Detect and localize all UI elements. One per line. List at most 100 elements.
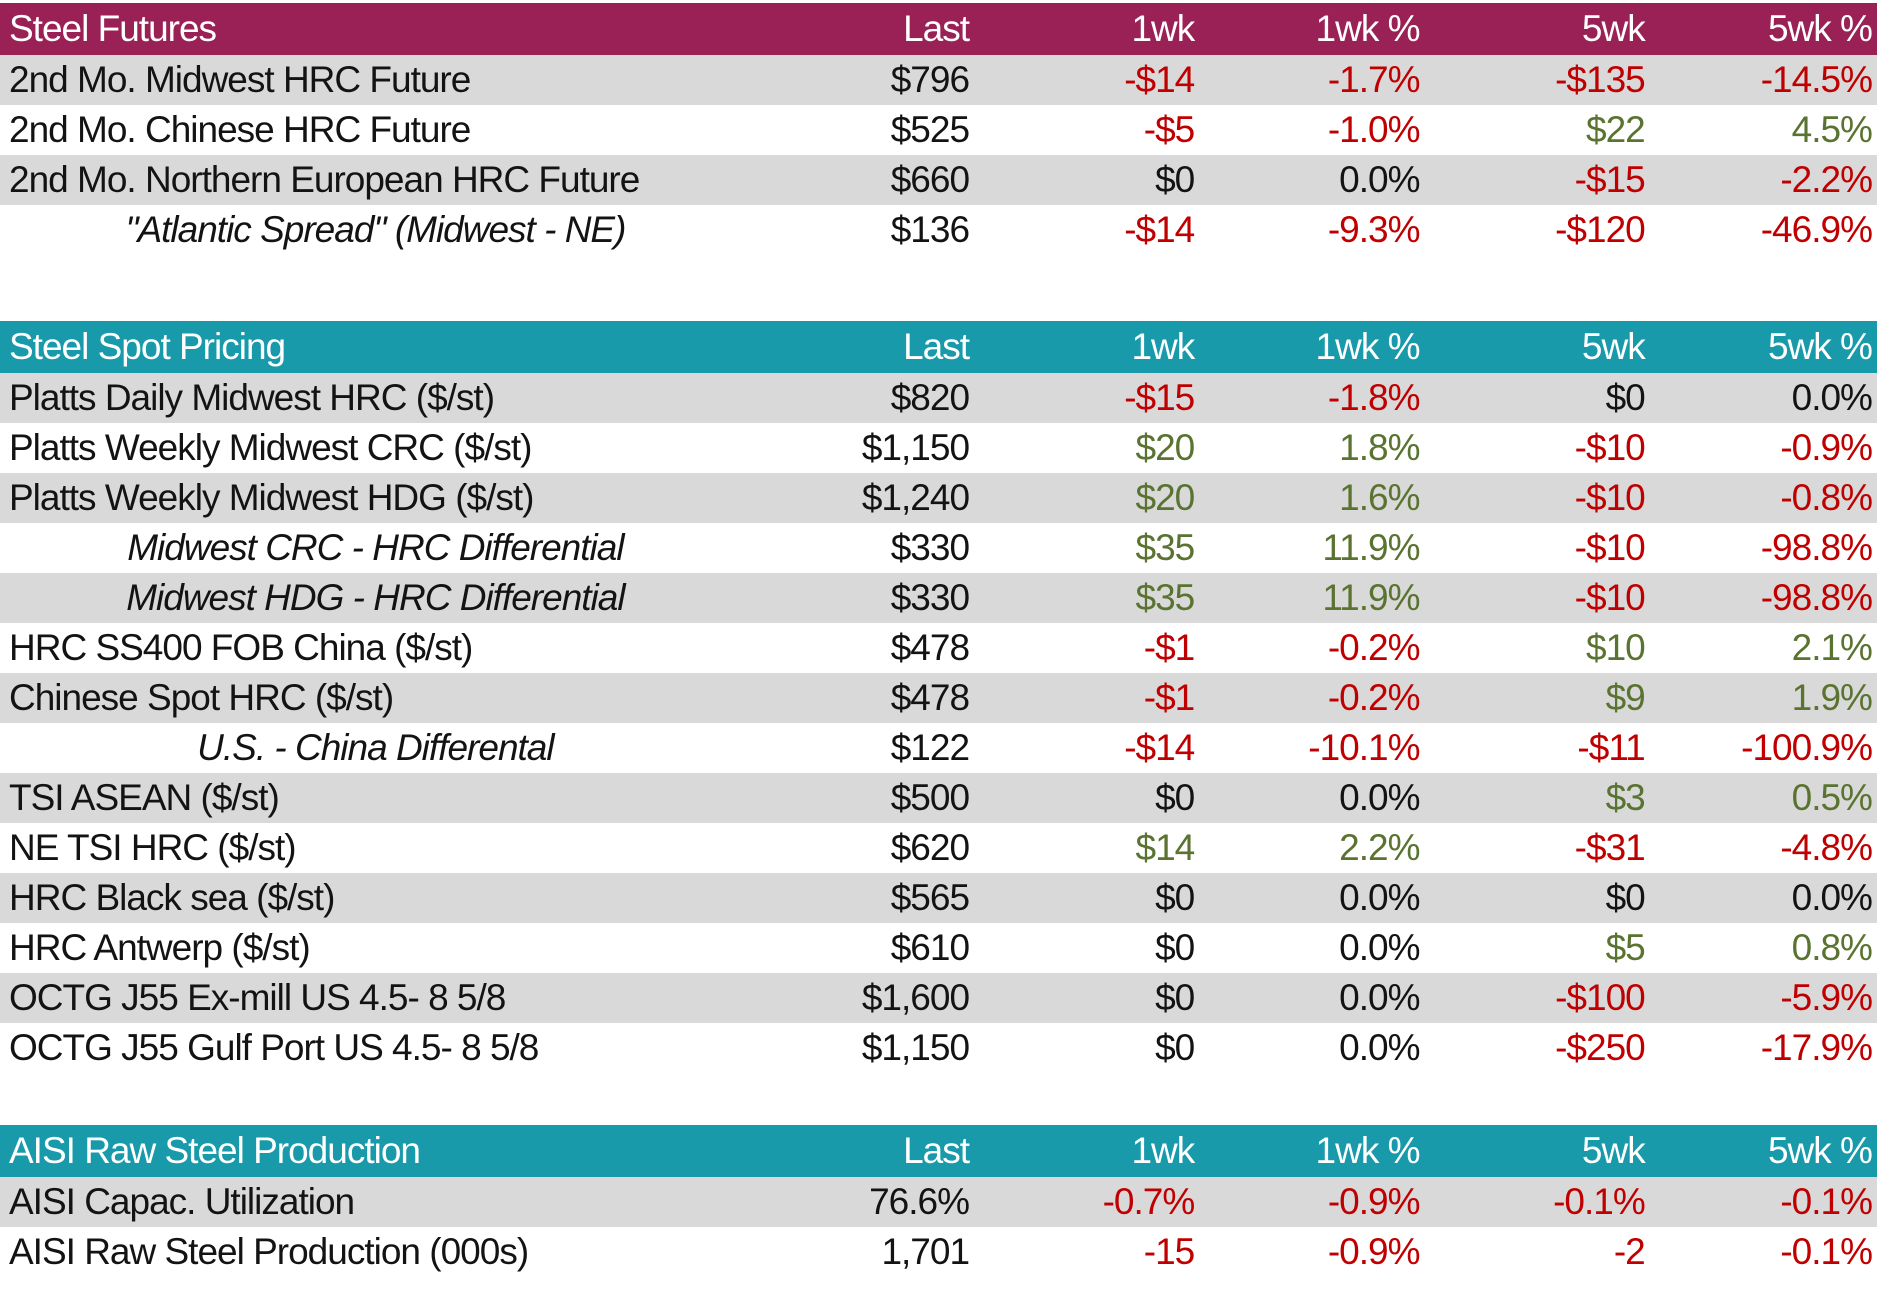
cell-last: $620 <box>890 827 970 868</box>
cell-1wk: -$5 <box>1143 109 1195 150</box>
cell-5wk: $5 <box>1605 927 1646 968</box>
cell-1wk-pct: 0.0% <box>1339 977 1420 1018</box>
column-header-1wk: 1wk <box>1131 1130 1195 1171</box>
cell-last: $660 <box>890 159 970 200</box>
table-row: Platts Weekly Midwest CRC ($/st) $1,150 $2… <box>0 423 1877 473</box>
row-label: 2nd Mo. Northern European HRC Future <box>9 159 640 200</box>
cell-5wk: $3 <box>1605 777 1646 818</box>
cell-1wk: $14 <box>1135 827 1196 868</box>
table-row: AISI Capac. Utilization 76.6% -0.7% -0.9% -0… <box>0 1177 1877 1227</box>
row-label: AISI Capac. Utilization <box>9 1181 355 1222</box>
cell-1wk: $35 <box>1135 527 1196 568</box>
cell-1wk: -$14 <box>1124 59 1195 100</box>
column-header-1wk-pct: 1wk % <box>1315 1130 1421 1171</box>
table-row: HRC Black sea ($/st) $565 $0 0.0% $0 0.0% <box>0 873 1877 923</box>
table-row: Platts Daily Midwest HRC ($/st) $820 -$15 -… <box>0 373 1877 423</box>
cell-last: $1,150 <box>861 427 970 468</box>
cell-5wk-pct: -98.8% <box>1760 527 1873 568</box>
row-label: Platts Daily Midwest HRC ($/st) <box>9 377 495 418</box>
section-steel-spot-pricing: Steel Spot Pricing Last 1wk 1wk % 5wk 5wk % Pl… <box>0 321 1877 1073</box>
section-title: Steel Spot Pricing <box>9 326 286 367</box>
cell-5wk: -$120 <box>1555 209 1646 250</box>
cell-1wk-pct: -1.0% <box>1327 109 1421 150</box>
cell-5wk: $9 <box>1605 677 1646 718</box>
cell-last: $330 <box>890 527 970 568</box>
cell-5wk: -2 <box>1613 1231 1646 1272</box>
cell-5wk-pct: -4.8% <box>1780 827 1873 868</box>
table-row: Midwest CRC - HRC Differential $330 $35 11.… <box>0 523 1877 573</box>
section-header-row: Steel Futures Last 1wk 1wk % 5wk 5wk % <box>0 3 1877 55</box>
section-title: AISI Raw Steel Production <box>9 1130 421 1171</box>
cell-5wk-pct: -14.5% <box>1760 59 1873 100</box>
cell-5wk: -$10 <box>1574 577 1646 618</box>
cell-5wk-pct: -0.9% <box>1780 427 1873 468</box>
cell-5wk: $22 <box>1586 109 1646 150</box>
cell-1wk-pct: 11.9% <box>1322 577 1420 618</box>
row-label: Platts Weekly Midwest CRC ($/st) <box>9 427 532 468</box>
row-label: U.S. - China Differental <box>197 727 554 768</box>
cell-1wk-pct: -0.2% <box>1327 627 1421 668</box>
cell-5wk: $0 <box>1605 377 1646 418</box>
table-row: AISI Raw Steel Production (000s) 1,701 -15… <box>0 1227 1877 1277</box>
column-header-1wk: 1wk <box>1131 326 1195 367</box>
cell-5wk-pct: -98.8% <box>1760 577 1873 618</box>
cell-last: $136 <box>890 209 970 250</box>
cell-last: $525 <box>890 109 970 150</box>
cell-5wk-pct: -0.1% <box>1780 1181 1873 1222</box>
cell-1wk: -$14 <box>1124 209 1195 250</box>
cell-5wk-pct: -100.9% <box>1741 727 1873 768</box>
section-gap <box>0 1073 1877 1125</box>
cell-last: $820 <box>890 377 970 418</box>
cell-1wk-pct: -0.9% <box>1327 1181 1421 1222</box>
column-header-5wk: 5wk <box>1581 8 1646 49</box>
cell-1wk-pct: 0.0% <box>1339 927 1420 968</box>
column-header-1wk-pct: 1wk % <box>1315 326 1421 367</box>
row-label: AISI Raw Steel Production (000s) <box>9 1231 529 1272</box>
cell-last: 1,701 <box>881 1231 970 1272</box>
table-row: 2nd Mo. Northern European HRC Future $660… <box>0 155 1877 205</box>
cell-1wk-pct: -9.3% <box>1327 209 1421 250</box>
cell-1wk-pct: 1.6% <box>1339 477 1420 518</box>
cell-1wk: $0 <box>1155 877 1195 918</box>
section-aisi-raw-steel-production: AISI Raw Steel Production Last 1wk 1wk % 5wk… <box>0 1125 1877 1277</box>
cell-1wk-pct: 0.0% <box>1339 777 1420 818</box>
cell-5wk: -$250 <box>1555 1027 1646 1068</box>
cell-last: $122 <box>890 727 970 768</box>
cell-1wk-pct: 11.9% <box>1322 527 1420 568</box>
row-label: HRC Black sea ($/st) <box>9 877 335 918</box>
section-title: Steel Futures <box>9 8 217 49</box>
cell-last: $1,600 <box>861 977 970 1018</box>
cell-5wk: -$10 <box>1574 527 1646 568</box>
row-label: Midwest CRC - HRC Differential <box>127 527 624 568</box>
cell-1wk: $0 <box>1155 777 1195 818</box>
cell-5wk-pct: 0.5% <box>1791 777 1873 818</box>
cell-5wk: -$11 <box>1577 727 1645 768</box>
row-label: Chinese Spot HRC ($/st) <box>9 677 394 718</box>
column-header-5wk: 5wk <box>1581 326 1646 367</box>
column-header-5wk-pct: 5wk % <box>1767 1130 1873 1171</box>
cell-5wk: -$31 <box>1574 827 1646 868</box>
table-row: Chinese Spot HRC ($/st) $478 -$1 -0.2% $9 1.9… <box>0 673 1877 723</box>
table-row: OCTG J55 Gulf Port US 4.5- 8 5/8 $1,150 $0… <box>0 1023 1877 1073</box>
row-label: OCTG J55 Gulf Port US 4.5- 8 5/8 <box>9 1027 539 1068</box>
column-header-last: Last <box>903 326 970 367</box>
cell-1wk-pct: -10.1% <box>1308 727 1420 768</box>
table-row: 2nd Mo. Midwest HRC Future $796 -$14 -1.7% -… <box>0 55 1877 105</box>
row-label: 2nd Mo. Chinese HRC Future <box>9 109 471 150</box>
cell-1wk: $0 <box>1155 1027 1195 1068</box>
cell-5wk-pct: 2.1% <box>1791 627 1873 668</box>
table-row: Midwest HDG - HRC Differential $330 $35 11.… <box>0 573 1877 623</box>
cell-last: $330 <box>890 577 970 618</box>
cell-last: $478 <box>890 677 970 718</box>
table-row: 2nd Mo. Chinese HRC Future $525 -$5 -1.0% $2… <box>0 105 1877 155</box>
table-row: HRC SS400 FOB China ($/st) $478 -$1 -0.2% $1… <box>0 623 1877 673</box>
cell-last: $1,240 <box>861 477 970 518</box>
cell-5wk-pct: -0.8% <box>1780 477 1873 518</box>
cell-1wk-pct: 2.2% <box>1339 827 1420 868</box>
cell-5wk-pct: -46.9% <box>1760 209 1873 250</box>
cell-5wk-pct: 0.0% <box>1791 877 1873 918</box>
table-row: NE TSI HRC ($/st) $620 $14 2.2% -$31 -4.8% <box>0 823 1877 873</box>
row-label: Midwest HDG - HRC Differential <box>126 577 625 618</box>
cell-5wk: $10 <box>1586 627 1646 668</box>
cell-1wk-pct: -1.8% <box>1327 377 1421 418</box>
